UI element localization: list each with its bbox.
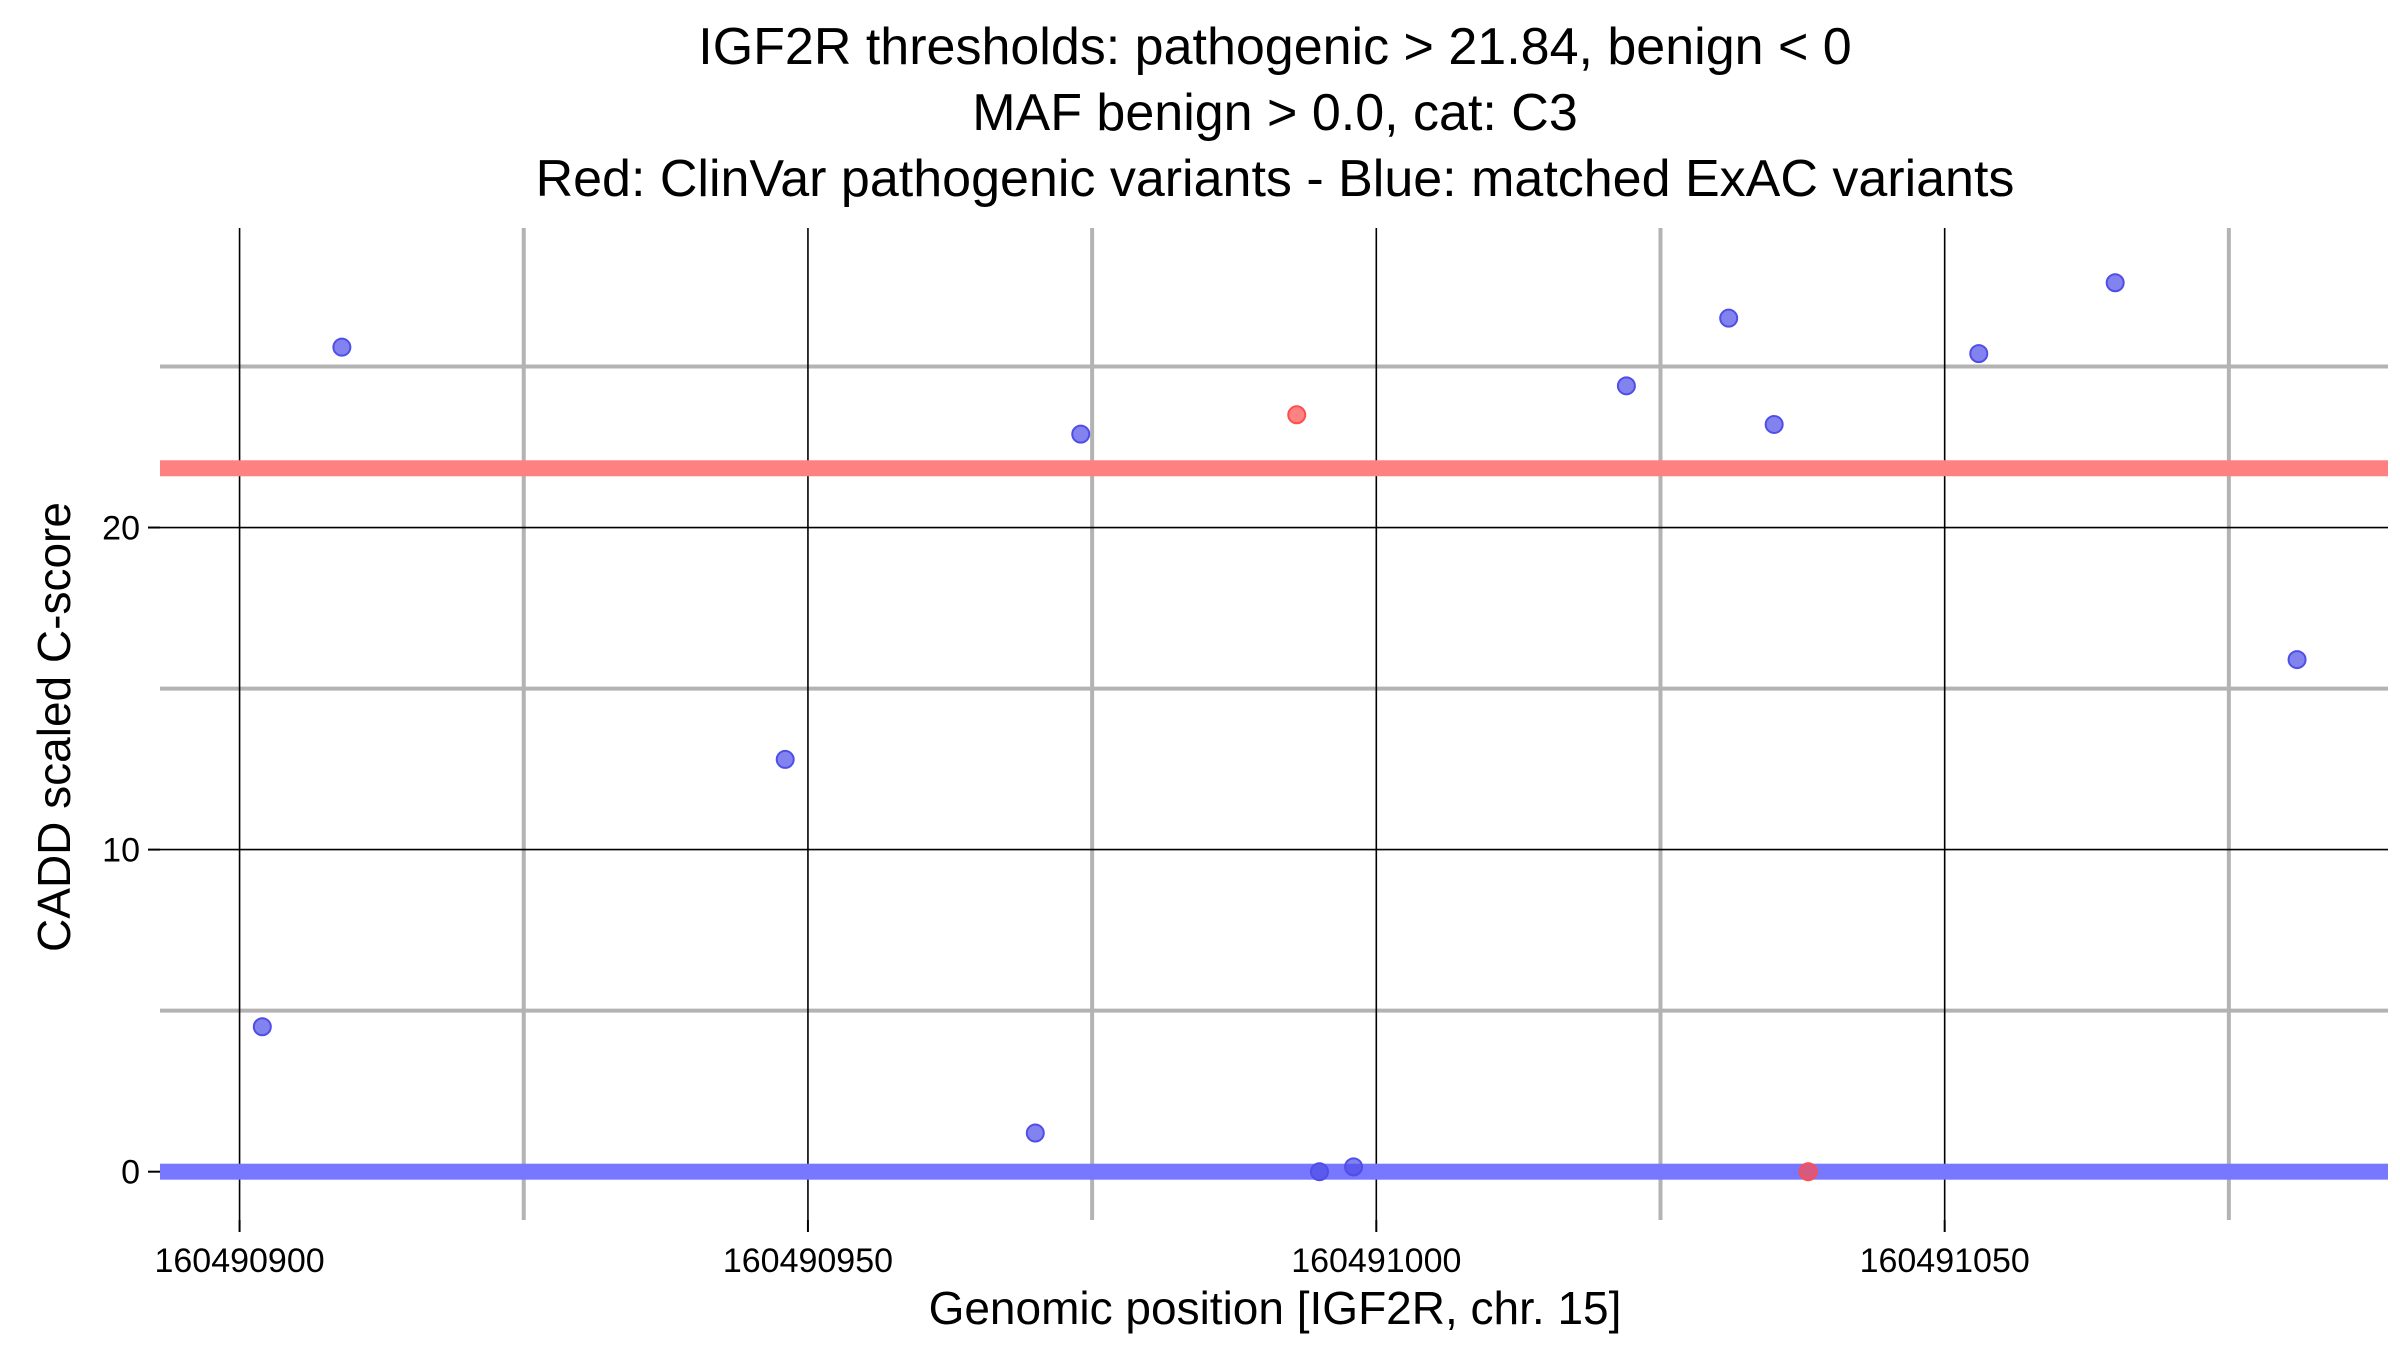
data-point [332, 337, 352, 357]
x-axis-title: Genomic position [IGF2R, chr. 15] [929, 1282, 1622, 1334]
data-point [252, 1017, 272, 1037]
chart-title: IGF2R thresholds: pathogenic > 21.84, be… [536, 18, 2015, 208]
data-point [2105, 273, 2125, 293]
title-line-3: Red: ClinVar pathogenic variants - Blue:… [536, 150, 2015, 208]
data-point [1969, 344, 1989, 364]
x-tick-label: 160491000 [1291, 1242, 1461, 1280]
data-point [1719, 308, 1739, 328]
data-point [1287, 405, 1307, 425]
threshold-lines [160, 460, 2388, 1180]
threshold-line [160, 1163, 2388, 1180]
data-point [1616, 376, 1636, 396]
threshold-line [160, 460, 2388, 477]
y-tick-label: 10 [102, 832, 140, 870]
data-point [1764, 414, 1784, 434]
x-tick-label: 160490900 [154, 1242, 324, 1280]
data-point [1025, 1123, 1045, 1143]
grid [160, 228, 2388, 1220]
data-point [1309, 1162, 1329, 1182]
data-point [1344, 1157, 1364, 1177]
title-line-2: MAF benign > 0.0, cat: C3 [972, 84, 1578, 142]
y-axis-ticks: 0 10 20 [102, 510, 160, 1192]
y-tick-label: 20 [102, 510, 140, 548]
y-axis-title: CADD scaled C-score [28, 502, 80, 952]
x-tick-label: 160490950 [723, 1242, 893, 1280]
data-point [1798, 1162, 1818, 1182]
data-point [2287, 650, 2307, 670]
title-line-1: IGF2R thresholds: pathogenic > 21.84, be… [698, 18, 1851, 76]
data-point [775, 749, 795, 769]
x-tick-label: 160491050 [1860, 1242, 2030, 1280]
y-tick-label: 0 [121, 1154, 140, 1192]
data-point [1071, 424, 1091, 444]
x-axis-ticks: 160490900 160490950 160491000 160491050 [154, 1220, 2030, 1280]
data-points [252, 273, 2307, 1182]
